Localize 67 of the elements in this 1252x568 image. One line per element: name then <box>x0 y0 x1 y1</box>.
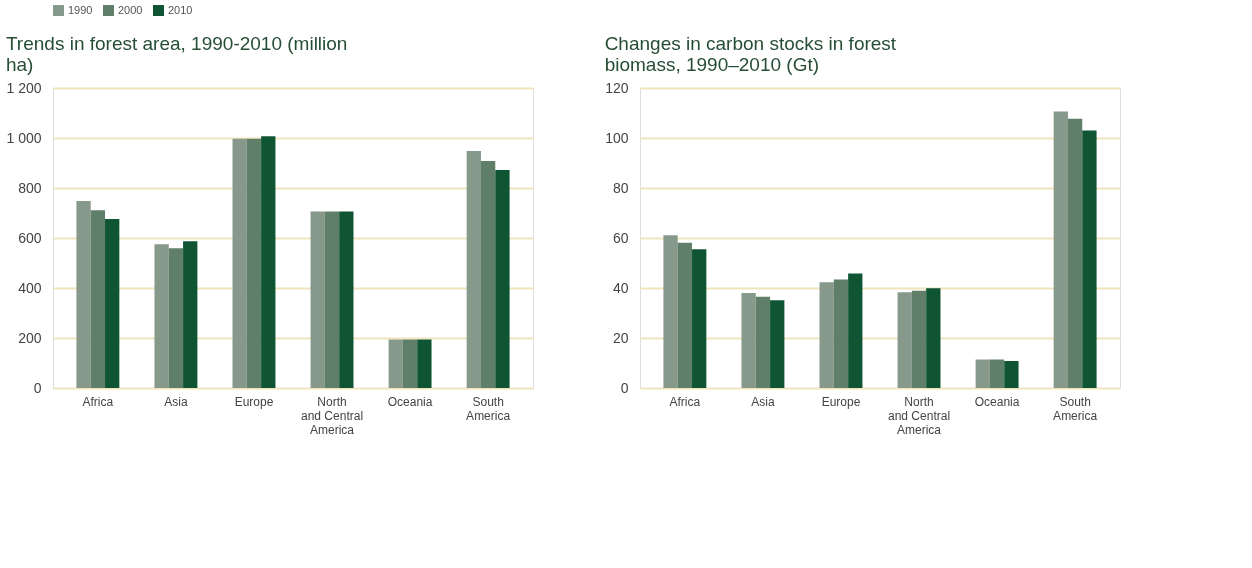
y-tick-label: 400 <box>18 279 42 296</box>
bar <box>1004 361 1019 388</box>
bar <box>1053 111 1068 388</box>
legend-label: 2000 <box>118 3 143 16</box>
legend-label: 2010 <box>168 3 193 16</box>
x-tick-label: North and Central America <box>301 394 364 437</box>
bar <box>310 211 325 388</box>
bar <box>1082 130 1097 388</box>
bar <box>819 282 834 388</box>
bar <box>989 359 1005 388</box>
bar <box>324 211 340 388</box>
y-tick-label: 0 <box>33 379 42 396</box>
y-tick-label: 40 <box>612 279 629 296</box>
y-tick-label: 600 <box>18 229 42 246</box>
bar <box>105 219 120 388</box>
bar <box>339 211 354 388</box>
x-tick-label: Oceania <box>387 394 433 409</box>
y-tick-label: 800 <box>18 179 42 196</box>
bar <box>848 273 863 388</box>
bar <box>480 161 496 388</box>
bar <box>466 151 481 388</box>
y-tick-label: 60 <box>612 229 629 246</box>
bar <box>417 339 432 388</box>
y-tick-label: 200 <box>18 329 42 346</box>
legend-label: 1990 <box>68 3 93 16</box>
x-tick-label: Asia <box>164 394 188 409</box>
bar <box>90 210 106 388</box>
x-tick-label: South America <box>1053 394 1098 423</box>
bar <box>1067 118 1083 388</box>
bar <box>495 170 510 388</box>
y-tick-label: 80 <box>612 179 629 196</box>
bar <box>154 244 169 388</box>
bar <box>770 300 785 388</box>
bar <box>755 296 771 388</box>
bar <box>975 359 990 388</box>
y-tick-label: 0 <box>620 379 629 396</box>
bar <box>692 249 707 388</box>
bar <box>183 241 198 388</box>
x-tick-label: North and Central America <box>888 394 951 437</box>
bar <box>76 201 91 388</box>
x-tick-label: Asia <box>751 394 775 409</box>
bar <box>833 279 849 388</box>
x-tick-label: Africa <box>669 394 701 409</box>
bar <box>677 242 693 388</box>
bar <box>168 248 184 388</box>
bar <box>402 339 418 388</box>
y-tick-label: 120 <box>605 79 629 96</box>
x-tick-label: South America <box>466 394 511 423</box>
bar <box>663 235 678 388</box>
x-tick-label: Africa <box>82 394 114 409</box>
bar <box>246 138 262 388</box>
chart-title: Trends in forest area, 1990-2010 (million ha) <box>5 33 348 75</box>
bar <box>232 138 247 388</box>
chart-title: Changes in carbon stocks in forest biomass, 1990–2010 (Gt) <box>604 33 897 75</box>
x-tick-label: Europe <box>821 394 861 409</box>
x-tick-label: Europe <box>234 394 274 409</box>
y-tick-label: 20 <box>612 329 629 346</box>
y-tick-label: 100 <box>605 129 629 146</box>
bar <box>926 288 941 388</box>
y-tick-label: 1 000 <box>6 129 42 146</box>
bar <box>911 290 927 388</box>
x-tick-label: Oceania <box>974 394 1020 409</box>
bar <box>741 293 756 388</box>
bar <box>261 136 276 388</box>
bar <box>897 292 912 388</box>
bar <box>388 339 403 388</box>
y-tick-label: 1 200 <box>6 79 42 96</box>
